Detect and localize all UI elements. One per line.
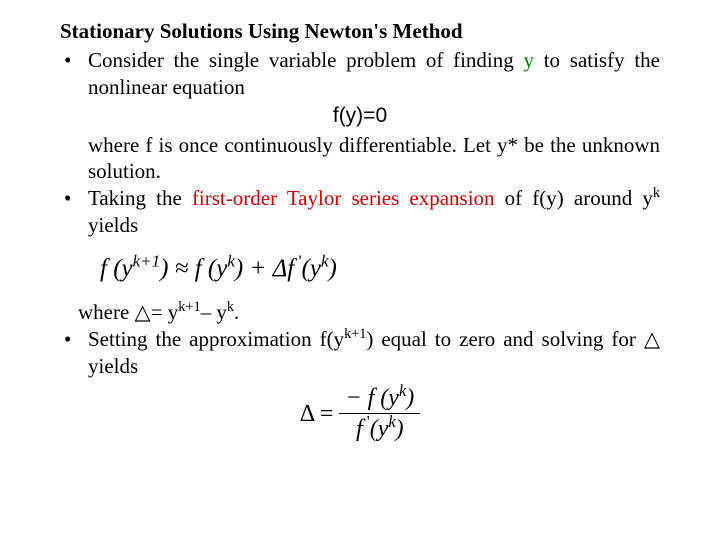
bullet-list: Consider the single variable problem of … [60,47,660,101]
d-c: . [234,300,239,324]
bullet-3: Setting the approximation f(yk+1) equal … [60,326,660,380]
fn-a: − f (y [345,385,399,411]
fd-sup: k [388,412,395,431]
fd-prime: ' [363,412,370,431]
b2-red: first-order Taylor series expansion [192,186,495,210]
bullet-list-2: Taking the first-order Taylor series exp… [60,185,660,239]
frac-lhs: Δ = [300,399,334,430]
b1-text-a: Consider the single variable problem of … [88,48,523,72]
bullet-1: Consider the single variable problem of … [60,47,660,101]
d-b: – y [201,300,227,324]
b2-sup: k [653,185,660,201]
fd-b: (y [370,416,389,442]
t-sup3: k [321,252,329,271]
t-sup2: k [227,252,235,271]
fd-c: ) [396,416,404,442]
b2-text-a: Taking the [88,186,192,210]
b2-text-c: yields [88,213,138,237]
t-sup1: k+1 [133,252,161,271]
b3-a: Setting the approximation f(y [88,327,344,351]
b1-continuation: where f is once continuously differentia… [60,132,660,186]
b2-text-b: of f(y) around y [495,186,653,210]
d-sup1: k+1 [178,299,200,315]
delta-fraction: Δ = − f (yk) f '(yk) [60,384,660,445]
b3-sup: k+1 [344,326,366,342]
fraction: − f (yk) f '(yk) [339,384,420,445]
t3: ) + Δf [235,255,294,282]
frac-bar [339,413,420,414]
d-a: where △= y [78,300,178,324]
t-prime: ' [294,252,301,271]
bullet-list-3: Setting the approximation f(yk+1) equal … [60,326,660,380]
slide-title: Stationary Solutions Using Newton's Meth… [60,18,660,45]
t4: (y [302,255,321,282]
taylor-expansion: f (yk+1) ≈ f (yk) + Δf '(yk) [60,253,660,285]
t5: ) [329,255,337,282]
frac-num: − f (yk) [339,384,420,413]
slide: Stationary Solutions Using Newton's Meth… [0,0,720,464]
d-sup2: k [227,299,234,315]
b1-y: y [523,48,534,72]
t2: ) ≈ f (y [160,255,227,282]
delta-definition: where △= yk+1– yk. [60,299,660,326]
frac-den: f '(yk) [350,415,410,444]
fn-b: ) [406,385,414,411]
equation-fy0: f(y)=0 [60,103,660,130]
t1: f (y [100,255,133,282]
bullet-2: Taking the first-order Taylor series exp… [60,185,660,239]
fd-a: f [356,416,363,442]
